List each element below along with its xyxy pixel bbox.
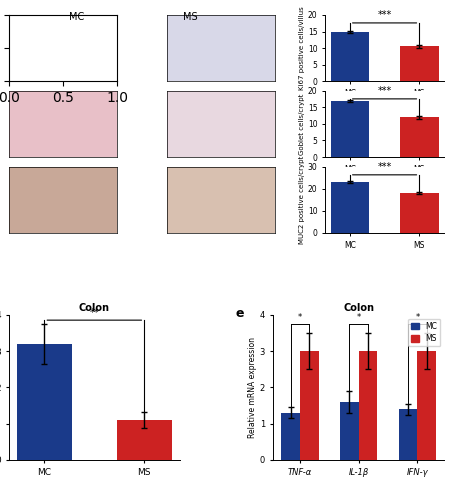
Text: *: *: [415, 313, 419, 322]
Text: *: *: [357, 313, 361, 322]
Y-axis label: Goblet cells/crypt: Goblet cells/crypt: [299, 94, 305, 154]
Text: ***: ***: [377, 10, 392, 20]
Text: ***: ***: [377, 162, 392, 172]
Y-axis label: Ki67 positive cells/villus: Ki67 positive cells/villus: [299, 6, 305, 90]
Text: **: **: [90, 308, 99, 318]
Bar: [340, 402, 359, 460]
Bar: [400, 118, 439, 157]
Bar: [17, 344, 72, 460]
Bar: [399, 409, 417, 460]
Bar: [417, 351, 436, 460]
Legend: MC, MS: MC, MS: [409, 318, 440, 346]
Title: Colon: Colon: [79, 302, 110, 312]
Title: Colon: Colon: [343, 302, 374, 312]
Text: MS: MS: [183, 12, 198, 22]
Y-axis label: MUC2 positive cells/crypt: MUC2 positive cells/crypt: [299, 156, 305, 244]
Text: ***: ***: [377, 86, 392, 96]
Bar: [331, 32, 369, 81]
Bar: [331, 182, 369, 233]
Text: MC: MC: [69, 12, 85, 22]
Y-axis label: Relative mRNA expression: Relative mRNA expression: [248, 337, 257, 438]
Bar: [281, 413, 300, 460]
Bar: [300, 351, 319, 460]
Bar: [400, 194, 439, 233]
Bar: [359, 351, 377, 460]
Bar: [400, 46, 439, 81]
Text: *: *: [298, 313, 302, 322]
Bar: [331, 101, 369, 157]
Text: e: e: [236, 308, 244, 320]
Bar: [117, 420, 172, 460]
